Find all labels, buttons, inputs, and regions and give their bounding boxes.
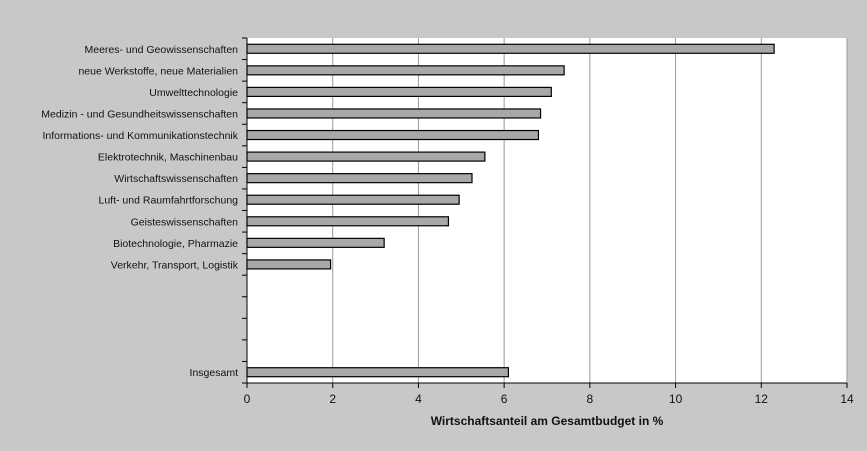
bar	[246, 173, 473, 184]
x-tick-label: 4	[415, 392, 422, 406]
x-axis-title: Wirtschaftsanteil am Gesamtbudget in %	[431, 414, 664, 428]
x-tick-label: 12	[755, 392, 769, 406]
bar	[246, 108, 542, 119]
x-tick-label: 10	[669, 392, 683, 406]
bar	[246, 43, 775, 54]
x-tick-label: 6	[501, 392, 508, 406]
category-label: neue Werkstoffe, neue Materialien	[78, 65, 238, 77]
x-tick-label: 8	[587, 392, 594, 406]
category-label: Wirtschaftswissenschaften	[114, 173, 238, 185]
category-label: Insgesamt	[190, 367, 239, 379]
bar	[246, 367, 510, 378]
bar	[246, 86, 552, 98]
category-label: Medizin - und Gesundheitswissenschaften	[41, 108, 238, 120]
bar	[246, 65, 565, 76]
category-label: Biotechnologie, Pharmazie	[113, 238, 238, 250]
x-tick-label: 14	[840, 392, 854, 406]
bar	[246, 237, 385, 248]
x-tick-label: 0	[244, 392, 251, 406]
category-label: Elektrotechnik, Maschinenbau	[98, 152, 238, 164]
category-label: Umwelttechnologie	[149, 87, 238, 99]
bar	[246, 216, 450, 227]
bar	[246, 151, 486, 162]
category-label: Informations- und Kommunikationstechnik	[42, 130, 238, 142]
category-label: Verkehr, Transport, Logistik	[111, 259, 239, 271]
bar	[246, 129, 540, 141]
axes	[242, 37, 848, 388]
bars	[246, 43, 775, 378]
bar	[246, 194, 460, 205]
category-labels: Meeres- und Geowissenschaften neue Werkst…	[41, 44, 238, 379]
category-label: Luft- und Raumfahrtforschung	[99, 195, 239, 207]
x-tick-label: 2	[329, 392, 336, 406]
x-tick-labels: 0 2 4 6 8 10 12 14	[244, 392, 854, 406]
category-label: Meeres- und Geowissenschaften	[85, 44, 239, 56]
bar	[246, 259, 332, 270]
category-label: Geisteswissenschaften	[131, 216, 239, 228]
